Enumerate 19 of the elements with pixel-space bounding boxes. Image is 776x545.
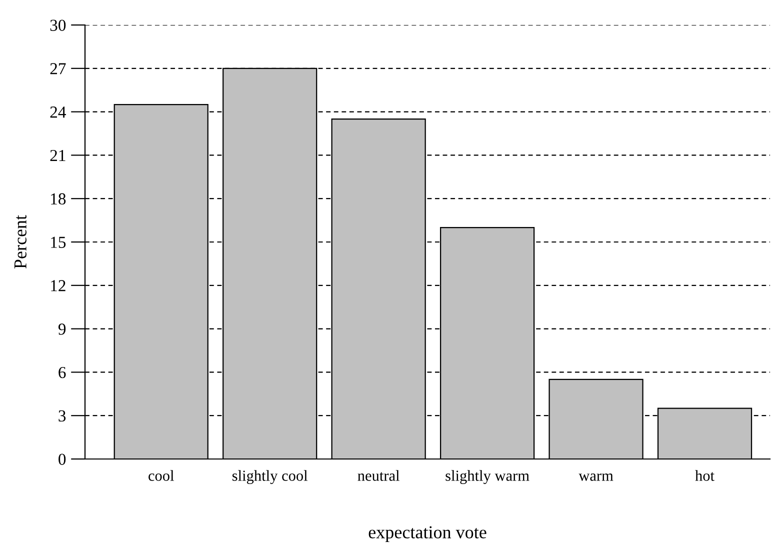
y-tick-label: 15 bbox=[51, 236, 66, 248]
y-tick-label: 12 bbox=[51, 280, 66, 292]
y-tick-label: 6 bbox=[58, 366, 66, 378]
x-tick-label: cool bbox=[148, 470, 174, 481]
y-tick-label: 18 bbox=[51, 193, 66, 205]
y-tick-label: 3 bbox=[58, 410, 66, 422]
x-tick-label: warm bbox=[578, 474, 614, 481]
y-axis-title: Percent bbox=[14, 215, 26, 269]
y-tick-label: 21 bbox=[50, 150, 66, 161]
y-tick-label: 9 bbox=[58, 324, 66, 335]
y-tick-label: 27 bbox=[50, 63, 66, 74]
x-tick-label: slightly cool bbox=[232, 470, 308, 484]
y-tick-label: 30 bbox=[50, 20, 66, 31]
x-tick-label: slightly warm bbox=[446, 470, 530, 484]
x-tick-label: neutral bbox=[358, 470, 400, 481]
y-tick-label: 0 bbox=[58, 454, 66, 465]
x-tick-label: hot bbox=[695, 470, 714, 481]
y-tick-label: 24 bbox=[50, 106, 66, 118]
x-axis-title: expectation vote bbox=[368, 526, 486, 542]
